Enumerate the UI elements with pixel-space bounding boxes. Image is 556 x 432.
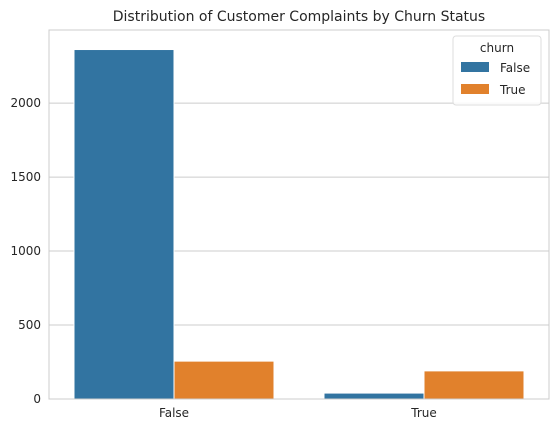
x-tick-label: False	[159, 406, 189, 420]
legend-swatch-false	[461, 62, 489, 72]
legend-label-false: False	[500, 61, 530, 75]
legend-title: churn	[480, 41, 514, 55]
y-tick-label: 500	[18, 318, 41, 332]
y-tick-label: 1000	[10, 244, 41, 258]
bar-true-churn-false	[323, 392, 425, 400]
y-tick-label: 2000	[10, 96, 41, 110]
x-tick-label: True	[410, 406, 437, 420]
bar-true-churn-true	[423, 370, 525, 400]
plot-frame	[48, 29, 550, 400]
y-tick-labels: 0 500 1000 1500 2000	[10, 96, 41, 406]
legend-swatch-true	[461, 84, 489, 94]
bar-false-churn-true	[173, 360, 275, 400]
bars	[73, 49, 525, 400]
chart-title: Distribution of Customer Complaints by C…	[113, 9, 485, 25]
legend-label-true: True	[499, 83, 526, 97]
y-tick-label: 1500	[10, 170, 41, 184]
x-tick-labels: False True	[159, 406, 437, 420]
bar-false-churn-false	[73, 49, 175, 400]
legend: churn False True	[452, 35, 542, 106]
y-tick-label: 0	[33, 392, 41, 406]
